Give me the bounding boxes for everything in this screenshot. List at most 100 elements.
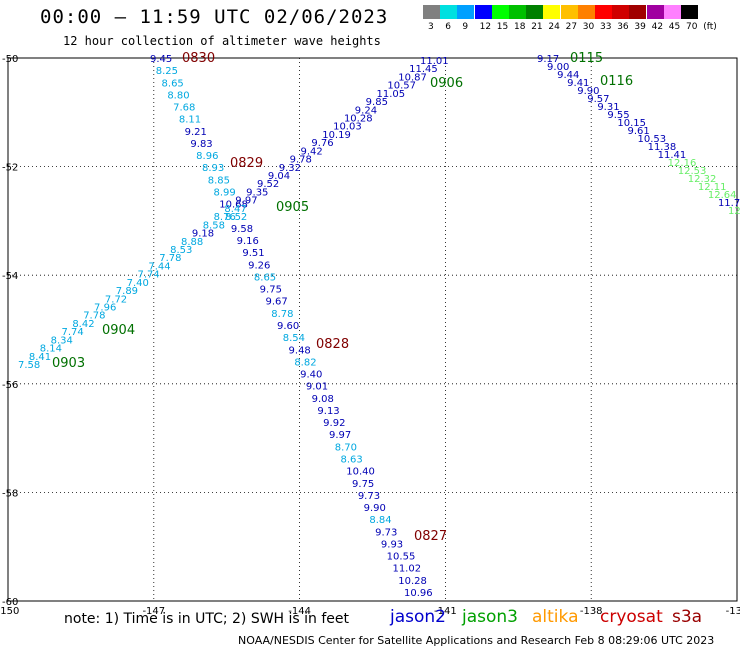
wave-height-label: 9.97 xyxy=(329,430,351,441)
wave-height-label: 9.57 xyxy=(587,94,609,105)
wave-height-label: 9.41 xyxy=(567,78,589,89)
colorbar-label: 15 xyxy=(496,22,509,32)
wave-height-label: 9.67 xyxy=(265,297,287,308)
time-label: 0830 xyxy=(182,51,215,66)
satellite-altika: altika xyxy=(532,607,579,627)
colorbar-label: 9 xyxy=(462,22,469,32)
lon-tick-label: -147 xyxy=(142,606,165,617)
time-label: 0828 xyxy=(316,337,349,352)
colorbar-swatch xyxy=(646,5,664,19)
wave-height-label: 9.97 xyxy=(235,196,257,207)
wave-height-label: 10.53 xyxy=(638,134,667,145)
wave-height-label: 9.90 xyxy=(577,86,599,97)
lat-tick-label: -60 xyxy=(2,597,18,608)
wave-height-label: 11.41 xyxy=(658,150,687,161)
time-label: 0904 xyxy=(102,323,135,338)
lat-tick-label: -52 xyxy=(2,163,18,174)
colorbar-swatch xyxy=(612,5,630,19)
lon-tick-label: -144 xyxy=(288,606,311,617)
wave-height-label: 9.73 xyxy=(375,527,397,538)
lat-tick-label: -56 xyxy=(2,380,18,391)
wave-height-label: 9.44 xyxy=(557,70,579,81)
lon-tick-label: -135 xyxy=(726,606,740,617)
wave-height-label: 11.45 xyxy=(409,64,438,75)
wave-height-label: 9.92 xyxy=(323,418,345,429)
wave-height-label: 8.78 xyxy=(271,309,293,320)
wave-height-label: 8.42 xyxy=(72,319,94,330)
wave-height-label: 9.42 xyxy=(300,146,322,157)
wave-height-label: 9.73 xyxy=(358,491,380,502)
colorbar-swatch xyxy=(629,5,647,19)
colorbar-label: 12 xyxy=(479,22,492,32)
colorbar-swatch xyxy=(509,5,526,19)
wave-height-label: 12.? xyxy=(728,206,740,217)
wave-height-label: 9.75 xyxy=(352,479,374,490)
wave-height-label: 7.89 xyxy=(116,286,138,297)
colorbar-swatch xyxy=(681,5,698,19)
colorbar-swatch xyxy=(457,5,475,19)
time-label: 0115 xyxy=(570,51,603,66)
wave-height-label: 10.15 xyxy=(617,118,646,129)
wave-height-label: 8.65 xyxy=(162,78,184,89)
wave-height-label: 8.99 xyxy=(214,188,236,199)
time-label: 0116 xyxy=(600,74,633,89)
colorbar-label: 6 xyxy=(445,22,451,32)
satellite-jason3: jason3 xyxy=(462,607,518,627)
wave-height-label: 7.74 xyxy=(61,327,83,338)
colorbar-swatch xyxy=(423,5,440,19)
wave-height-label: 9.45 xyxy=(150,54,172,65)
map-frame xyxy=(7,57,738,602)
wave-height-label: 8.65 xyxy=(254,272,276,283)
lon-tick-label: -141 xyxy=(434,606,457,617)
colorbar-label: 24 xyxy=(548,22,560,32)
wave-height-label: 7.44 xyxy=(148,261,170,272)
wave-height-label: 8.63 xyxy=(341,455,363,466)
wave-height-label: 12.64 xyxy=(708,190,737,201)
lat-tick-label: -50 xyxy=(2,54,18,65)
wave-height-label: 10.03 xyxy=(333,122,362,133)
wave-height-label: 12.16 xyxy=(668,158,697,169)
wave-height-label: 7.72 xyxy=(105,294,127,305)
wave-height-label: 8.41 xyxy=(29,352,51,363)
wave-height-label: 9.76 xyxy=(311,138,333,149)
wave-height-label: 9.17 xyxy=(537,54,559,65)
wave-height-label: 9.58 xyxy=(231,224,253,235)
wave-height-label: 8.52 xyxy=(225,212,247,223)
note-text: note: 1) Time is in UTC; 2) SWH is in fe… xyxy=(64,611,350,627)
wave-height-label: 9.08 xyxy=(312,394,334,405)
wave-height-label: 9.13 xyxy=(317,406,339,417)
wave-height-label: 9.85 xyxy=(366,97,388,108)
wave-height-label: 9.93 xyxy=(381,539,403,550)
wave-height-label: 9.00 xyxy=(547,62,569,73)
wave-height-label: 8.47 xyxy=(224,204,246,215)
wave-height-label: 10.87 xyxy=(398,72,427,83)
colorbar-label: 39 xyxy=(634,22,646,32)
wave-height-label: 8.58 xyxy=(203,220,225,231)
wave-height-label: 9.04 xyxy=(268,171,290,182)
colorbar-label: 18 xyxy=(514,22,526,32)
wave-height-label: 8.25 xyxy=(156,66,178,77)
wave-height-label: 10.40 xyxy=(346,467,375,478)
wave-height-label: 8.96 xyxy=(196,151,218,162)
wave-height-label: 7.78 xyxy=(159,253,181,264)
time-label: 0829 xyxy=(230,156,263,171)
wave-height-label: 8.88 xyxy=(181,237,203,248)
colorbar-swatch xyxy=(526,5,544,19)
wave-height-label: 10.57 xyxy=(387,81,416,92)
wave-height-label: 9.55 xyxy=(607,110,629,121)
wave-height-label: 9.24 xyxy=(355,105,377,116)
wave-height-label: 7.96 xyxy=(94,302,116,313)
wave-height-label: 7.68 xyxy=(173,103,195,114)
wave-height-label: 8.93 xyxy=(202,163,224,174)
wave-height-label: 9.52 xyxy=(257,179,279,190)
wave-height-label: 8.34 xyxy=(51,335,73,346)
wave-height-label: 7.40 xyxy=(127,278,149,289)
colorbar-label: 36 xyxy=(617,22,629,32)
wave-height-label: 10.19 xyxy=(322,130,351,141)
lat-tick-label: -54 xyxy=(2,271,18,282)
wave-height-label: 11.05 xyxy=(377,89,406,100)
wave-height-label: 9.78 xyxy=(290,155,312,166)
credit-text: NOAA/NESDIS Center for Satellite Applica… xyxy=(238,634,715,647)
wave-height-label: 10.28 xyxy=(398,576,427,587)
